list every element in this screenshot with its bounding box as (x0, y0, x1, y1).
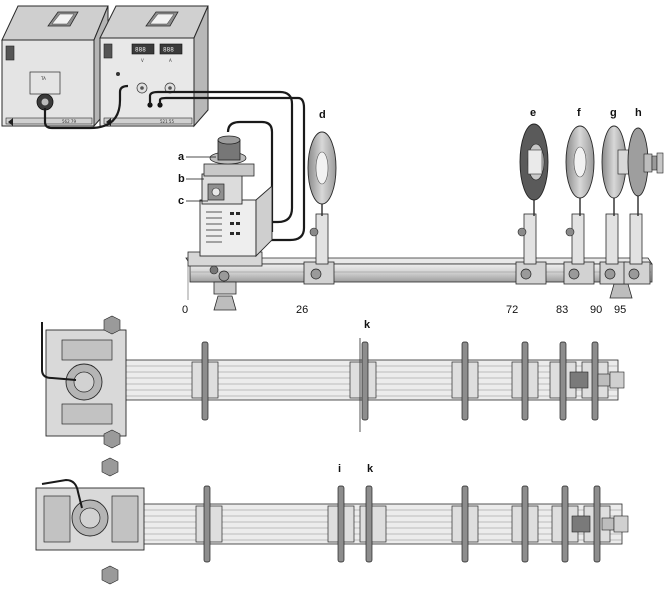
voltage-display-value: 888 (135, 47, 146, 54)
adjustment-foot-icon (213, 295, 237, 311)
position-label: 0 (182, 304, 188, 316)
component-label: c (178, 195, 184, 207)
position-scale: 0 26 72 83 90 95 (182, 266, 626, 316)
lamp-housing-top (41, 315, 127, 449)
voltage-display (131, 43, 155, 55)
position-label: 95 (614, 304, 626, 316)
component-label: e (530, 107, 536, 119)
brand-logo-icon (8, 118, 13, 126)
optical-rider-g (599, 125, 631, 285)
carry-handle-icon (47, 11, 79, 27)
component-label: b (178, 173, 185, 185)
current-display-value: 888 (163, 47, 174, 54)
component-label: f (577, 107, 581, 119)
current-display (159, 43, 183, 55)
component-b-condenser (203, 163, 255, 177)
label-k-view2: k (367, 463, 374, 475)
position-label: 72 (506, 304, 518, 316)
optical-rider-d (303, 131, 337, 285)
eyepiece-top-1 (569, 371, 625, 389)
knurled-screw-icon (103, 315, 121, 335)
current-unit-label: A (169, 58, 172, 63)
component-labels: a b c d e f g h (178, 107, 642, 207)
rail-stand-right (609, 283, 633, 299)
component-label: h (635, 107, 642, 119)
top-lens-discs-2 (203, 485, 601, 563)
power-switch-icon (5, 45, 15, 61)
top-lens-discs-1 (201, 341, 599, 421)
rail-stand-left (213, 270, 237, 311)
psu-left-model-label: 562 79 (62, 119, 76, 124)
power-supply-right: 888 888 V A 521 55 (99, 5, 209, 128)
psu-left-fuse-label: TA (40, 76, 46, 81)
psu-right-model-label: 521 55 (160, 119, 174, 124)
label-k-view1: k (364, 319, 371, 331)
component-label: g (610, 107, 617, 119)
optical-rider-h (623, 127, 664, 285)
lamp-housing (187, 135, 273, 275)
position-label: 83 (556, 304, 568, 316)
knurled-screw-icon (101, 565, 119, 585)
lamp-housing-top-2 (35, 457, 145, 585)
position-label: 26 (296, 304, 308, 316)
power-supply-left: 562 79 TA (1, 5, 109, 128)
eyepiece-top-2 (571, 515, 629, 533)
carry-handle-icon (145, 11, 179, 27)
component-label: a (178, 151, 185, 163)
optical-rider-f (563, 125, 595, 285)
top-view-2: i k (35, 457, 629, 585)
voltage-unit-label: V (141, 58, 144, 63)
eyepiece-tube-icon (643, 152, 664, 174)
knurled-screw-icon (103, 429, 121, 449)
adjustment-foot-icon (609, 283, 633, 299)
cables (43, 84, 306, 242)
knurled-screw-icon (101, 457, 119, 477)
component-label: d (319, 109, 326, 121)
label-i-view2: i (338, 463, 341, 475)
position-label: 90 (590, 304, 602, 316)
optical-rider-e (515, 123, 549, 285)
top-view-1: k (41, 315, 625, 449)
power-switch-icon (103, 43, 113, 59)
